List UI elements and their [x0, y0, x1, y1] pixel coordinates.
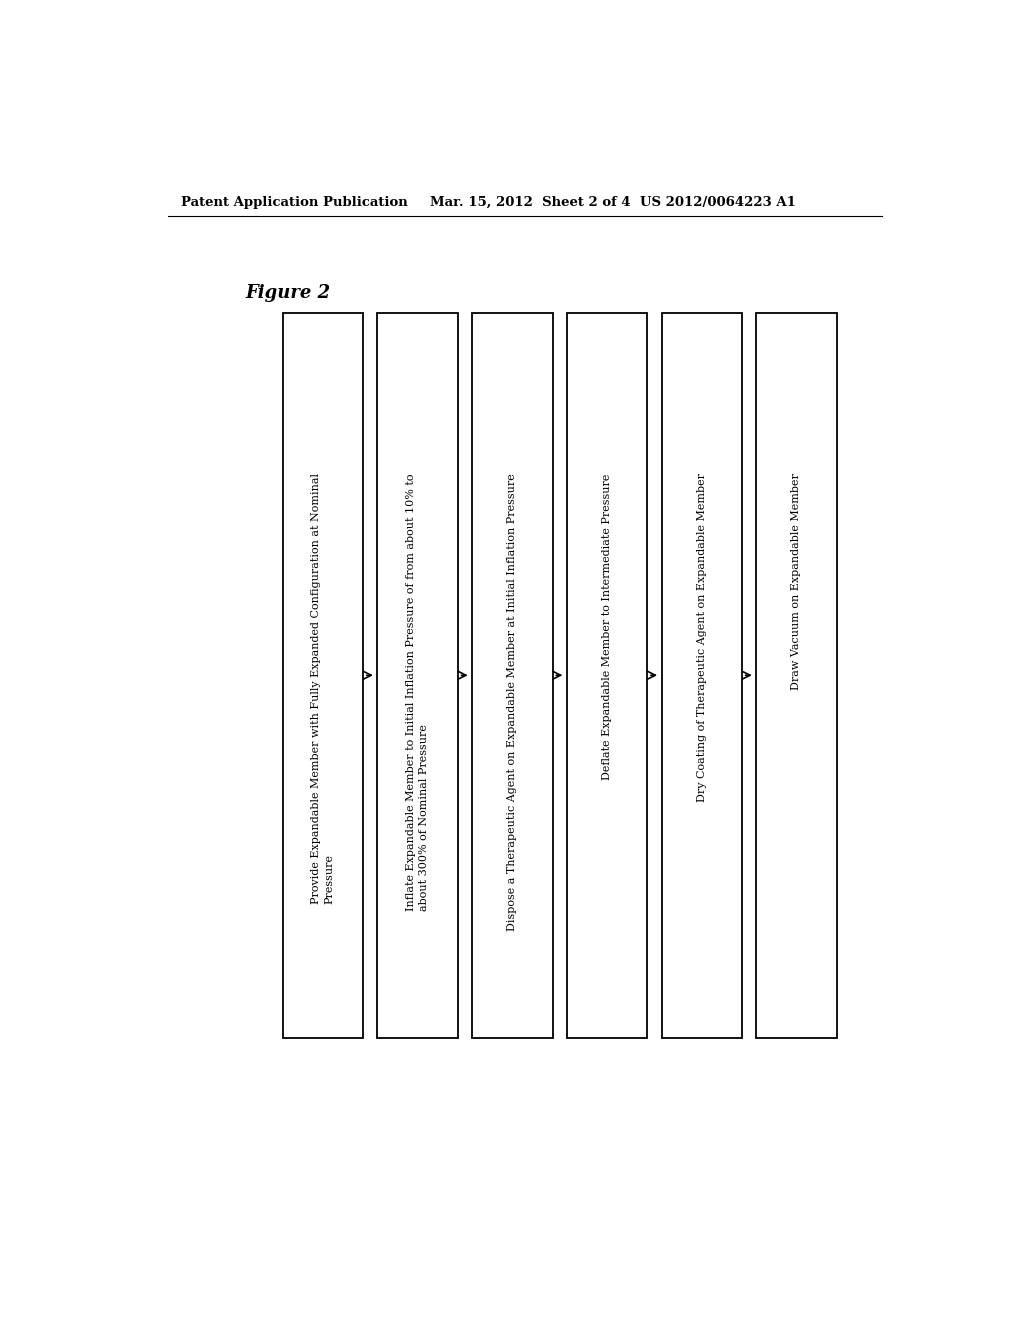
Text: Inflate Expandable Member to Initial Inflation Pressure of from about 10% to
abo: Inflate Expandable Member to Initial Inf… [407, 474, 429, 911]
Bar [662, 313, 742, 1038]
Text: Figure 2: Figure 2 [246, 284, 331, 301]
Bar [378, 313, 458, 1038]
Text: Mar. 15, 2012  Sheet 2 of 4: Mar. 15, 2012 Sheet 2 of 4 [430, 195, 631, 209]
Text: Provide Expandable Member with Fully Expanded Configuration at Nominal
Pressure: Provide Expandable Member with Fully Exp… [311, 474, 335, 904]
Text: Dispose a Therapeutic Agent on Expandable Member at Initial Inflation Pressure: Dispose a Therapeutic Agent on Expandabl… [507, 474, 517, 931]
Bar [757, 313, 837, 1038]
Text: US 2012/0064223 A1: US 2012/0064223 A1 [640, 195, 796, 209]
Bar [283, 313, 364, 1038]
Bar [567, 313, 647, 1038]
Text: Patent Application Publication: Patent Application Publication [180, 195, 408, 209]
Text: Dry Coating of Therapeutic Agent on Expandable Member: Dry Coating of Therapeutic Agent on Expa… [696, 474, 707, 803]
Text: Deflate Expandable Member to Intermediate Pressure: Deflate Expandable Member to Intermediat… [602, 474, 612, 780]
Text: Draw Vacuum on Expandable Member: Draw Vacuum on Expandable Member [792, 474, 802, 690]
Bar [472, 313, 553, 1038]
